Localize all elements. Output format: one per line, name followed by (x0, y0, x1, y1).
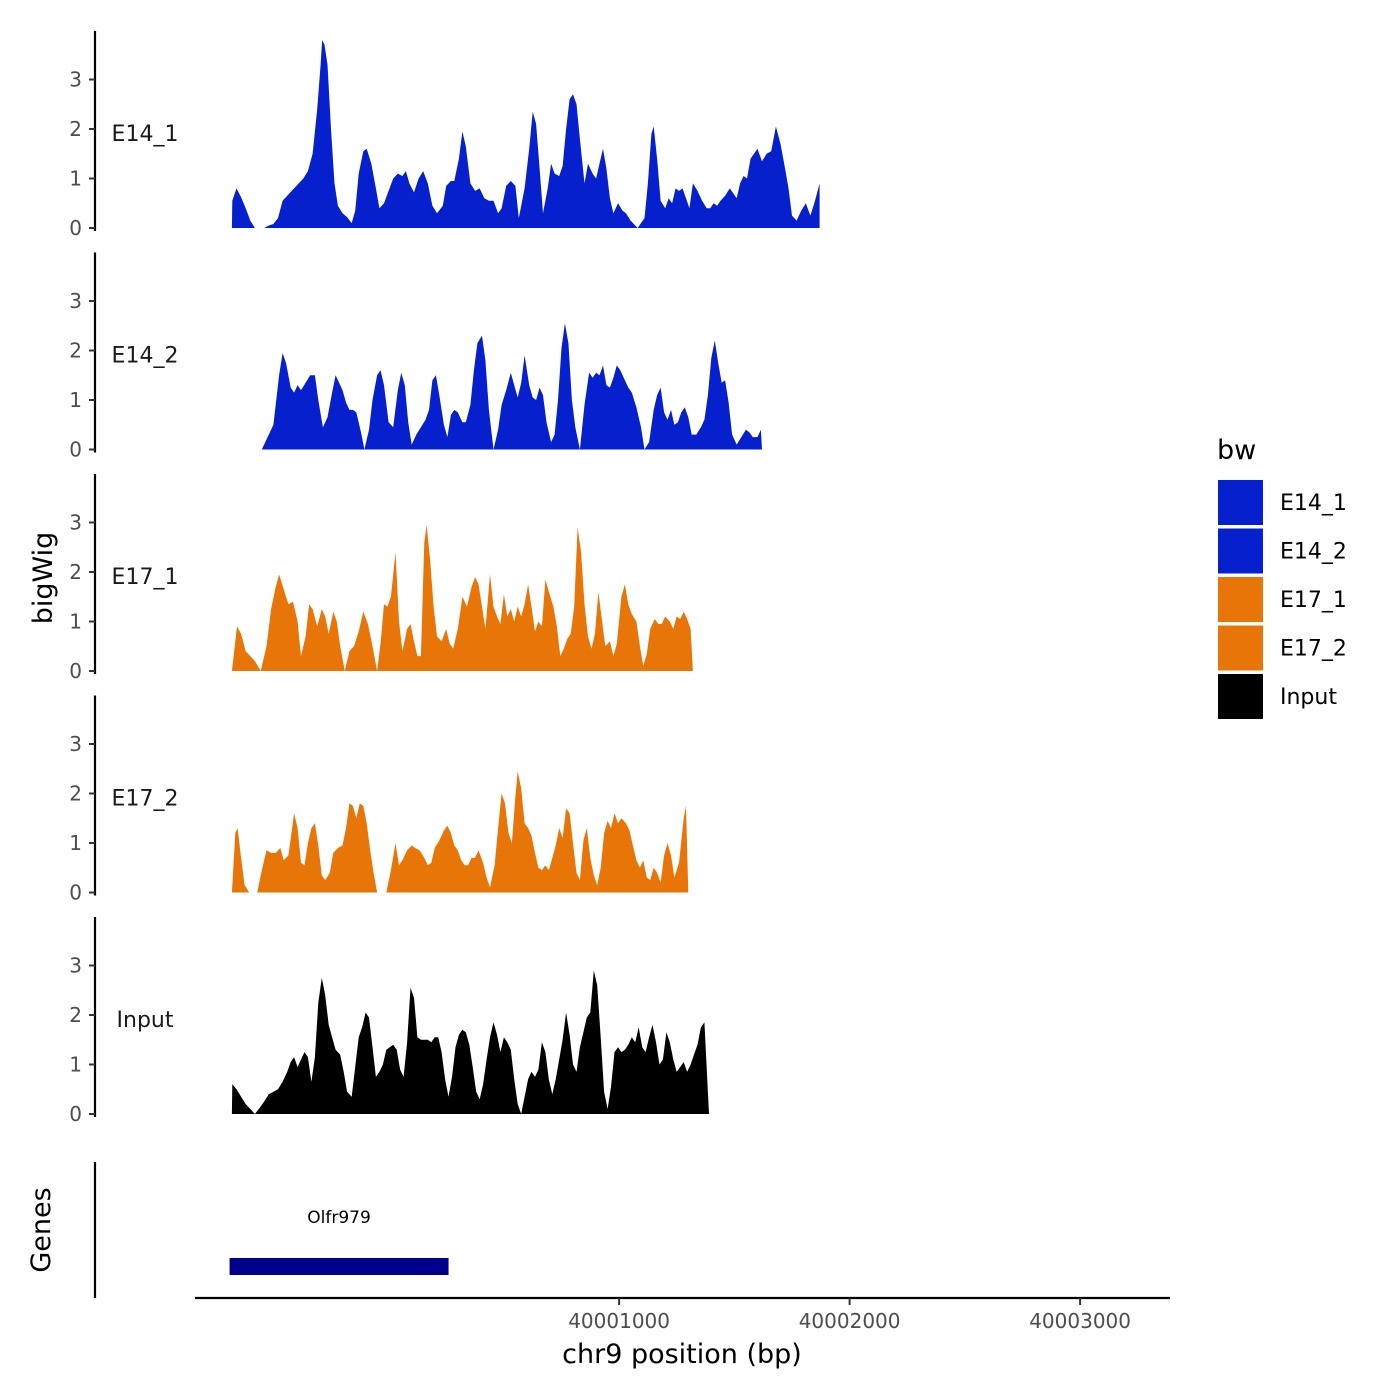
legend-swatch (1218, 480, 1263, 525)
y-tick-label: 0 (69, 659, 82, 683)
legend-swatch (1218, 625, 1263, 671)
y-tick-label: 3 (69, 68, 82, 92)
x-tick-label: 40002000 (799, 1309, 901, 1333)
y-axis-title: bigWig (28, 532, 59, 625)
x-tick-label: 40001000 (568, 1309, 670, 1333)
x-axis-title: chr9 position (bp) (562, 1339, 802, 1370)
x-tick-label: 40003000 (1029, 1309, 1131, 1333)
legend-title: bw (1217, 435, 1256, 466)
y-tick-label: 1 (69, 1053, 82, 1077)
y-tick-label: 3 (69, 511, 82, 535)
coverage-area-E14_1 (264, 39, 820, 229)
legend-label: E17_2 (1280, 637, 1347, 662)
y-tick-label: 0 (69, 216, 82, 240)
track-E14_2: 0 1 2 3 E14_2 (69, 252, 762, 462)
legend-item-E17_1: E17_1 (1218, 577, 1347, 622)
coverage-area-E17_2 (231, 828, 250, 893)
legend-label: E17_1 (1280, 588, 1347, 613)
legend-label: E14_1 (1280, 491, 1347, 516)
y-tick-label: 0 (69, 881, 82, 905)
legend: bw E14_1 E14_2 E17_1 E17_2 Input (1217, 435, 1347, 719)
genes-panel: Genes Olfr979 (26, 1162, 449, 1298)
x-axis: 40001000 40002000 40003000 chr9 position (… (195, 1296, 1170, 1370)
x-ticks: 40001000 40002000 40003000 (568, 1298, 1131, 1333)
track-E17_1: 0 1 2 3 E17_1 (69, 474, 693, 683)
y-tick-label: 0 (69, 438, 82, 462)
gene-items: Olfr979 (229, 1208, 449, 1275)
gene-label: Olfr979 (307, 1208, 371, 1228)
track-Input: 0 1 2 3 Input (69, 917, 709, 1126)
coverage-area-E14_2 (261, 323, 762, 450)
legend-item-E14_2: E14_2 (1218, 528, 1347, 574)
coverage-area-E17_2 (386, 771, 689, 893)
legend-item-E14_1: E14_1 (1218, 480, 1347, 525)
track-label: Input (117, 1008, 174, 1033)
track-label: E14_1 (112, 122, 179, 147)
gene-Olfr979: Olfr979 (229, 1208, 449, 1275)
y-tick-label: 2 (69, 782, 82, 806)
genes-axis-title: Genes (26, 1187, 57, 1272)
y-tick-label: 2 (69, 117, 82, 141)
legend-swatch (1218, 674, 1263, 719)
legend-item-E17_2: E17_2 (1218, 625, 1347, 671)
y-tick-label: 2 (69, 339, 82, 363)
y-tick-label: 3 (69, 289, 82, 313)
legend-label: E14_2 (1280, 540, 1347, 565)
track-E17_2: 0 1 2 3 E17_2 (69, 695, 689, 905)
track-E14_1: 0 1 2 3 E14_1 (69, 31, 820, 240)
legend-item-Input: Input (1218, 674, 1337, 719)
y-tick-label: 0 (69, 1102, 82, 1126)
y-tick-label: 1 (69, 388, 82, 412)
track-label: E14_2 (112, 344, 179, 369)
y-tick-label: 3 (69, 954, 82, 978)
y-tick-label: 1 (69, 831, 82, 855)
y-tick-label: 1 (69, 610, 82, 634)
coverage-area-E14_1 (231, 188, 255, 228)
legend-swatch (1218, 528, 1263, 574)
coverage-tracks: 0 1 2 3 E14_1 0 1 2 3 E14_2 0 1 2 3 E17_1 0 1 2 3 E17_2 0 1 2 3… (69, 31, 820, 1126)
y-tick-label: 2 (69, 1003, 82, 1027)
gene-body (229, 1258, 449, 1275)
coverage-area-E17_1 (231, 525, 693, 671)
legend-swatch (1218, 577, 1263, 622)
track-label: E17_1 (112, 565, 179, 590)
y-tick-label: 2 (69, 560, 82, 584)
legend-items: E14_1 E14_2 E17_1 E17_2 Input (1218, 480, 1347, 719)
legend-label: Input (1280, 685, 1337, 710)
coverage-area-E17_2 (257, 803, 378, 893)
track-label: E17_2 (112, 787, 179, 812)
y-tick-label: 3 (69, 732, 82, 756)
coverage-area-Input (231, 970, 709, 1114)
y-tick-label: 1 (69, 167, 82, 191)
